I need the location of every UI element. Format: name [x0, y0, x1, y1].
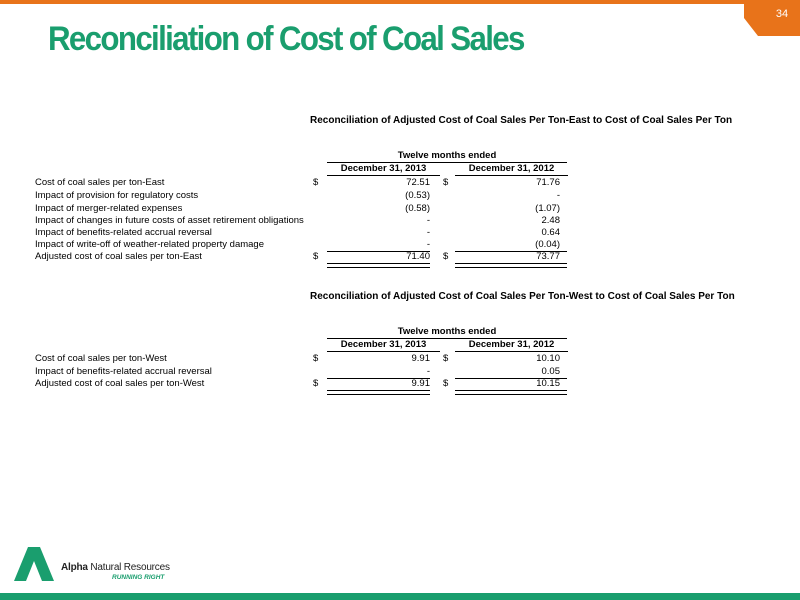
currency-symbol: $: [443, 353, 449, 364]
value-2012: 0.64: [541, 227, 561, 238]
table-row: Impact of benefits-related accrual rever…: [0, 366, 800, 379]
row-label: Impact of changes in future costs of ass…: [35, 215, 304, 226]
value-2012: (1.07): [535, 203, 560, 214]
table-row: Adjusted cost of coal sales per ton-East…: [0, 251, 800, 264]
currency-symbol: $: [443, 378, 449, 389]
value-2013: (0.53): [405, 190, 430, 201]
subtotal-underline: [327, 378, 430, 379]
value-2013: 71.40: [406, 251, 430, 262]
table-row: Cost of coal sales per ton-East $ 72.51 …: [0, 177, 800, 190]
total-double-underline: [455, 263, 567, 268]
row-label: Adjusted cost of coal sales per ton-East: [35, 251, 202, 262]
east-col-2013-header: December 31, 2013: [327, 163, 440, 176]
total-double-underline: [327, 390, 430, 395]
value-2012: 73.77: [536, 251, 560, 262]
currency-symbol: $: [443, 177, 449, 188]
currency-symbol: $: [313, 251, 319, 262]
table-row: Cost of coal sales per ton-West $ 9.91 $…: [0, 353, 800, 366]
total-double-underline: [327, 263, 430, 268]
company-name: Alpha Natural Resources: [61, 562, 170, 573]
west-section-title: Reconciliation of Adjusted Cost of Coal …: [310, 291, 735, 302]
currency-symbol: $: [313, 353, 319, 364]
west-col-2012-header: December 31, 2012: [455, 339, 568, 352]
table-row: Impact of merger-related expenses (0.58)…: [0, 203, 800, 216]
east-section-title: Reconciliation of Adjusted Cost of Coal …: [310, 115, 733, 126]
row-label: Impact of provision for regulatory costs: [35, 190, 199, 201]
page-title: Reconciliation of Cost of Coal Sales: [48, 20, 525, 58]
table-row: Impact of benefits-related accrual rever…: [0, 227, 800, 240]
company-name-bold: Alpha: [61, 562, 88, 573]
value-2013: 9.91: [411, 378, 431, 389]
value-2012: 0.05: [541, 366, 561, 377]
east-period-header: Twelve months ended: [327, 150, 567, 163]
value-2012: 71.76: [536, 177, 560, 188]
subtotal-underline: [455, 378, 567, 379]
west-col-2013-header: December 31, 2013: [327, 339, 440, 352]
subtotal-underline: [455, 251, 567, 252]
value-2013: -: [426, 215, 430, 226]
value-2012: 10.10: [536, 353, 560, 364]
value-2013: -: [426, 366, 430, 377]
row-label: Impact of benefits-related accrual rever…: [35, 227, 212, 238]
west-period-header: Twelve months ended: [327, 326, 567, 339]
company-tagline: RUNNING RIGHT: [112, 574, 165, 581]
currency-symbol: $: [313, 378, 319, 389]
table-row: Impact of write-off of weather-related p…: [0, 239, 800, 252]
value-2012: 10.15: [536, 378, 560, 389]
currency-symbol: $: [313, 177, 319, 188]
bottom-accent-bar: [0, 593, 800, 600]
top-accent-bar: [0, 0, 800, 4]
value-2013: (0.58): [405, 203, 430, 214]
row-label: Impact of write-off of weather-related p…: [35, 239, 264, 250]
table-row: Impact of changes in future costs of ass…: [0, 215, 800, 228]
subtotal-underline: [327, 251, 430, 252]
value-2013: -: [426, 239, 430, 250]
value-2012: -: [556, 190, 560, 201]
page-number: 34: [775, 8, 789, 20]
row-label: Cost of coal sales per ton-East: [35, 177, 165, 188]
row-label: Impact of benefits-related accrual rever…: [35, 366, 212, 377]
table-row: Adjusted cost of coal sales per ton-West…: [0, 378, 800, 391]
row-label: Adjusted cost of coal sales per ton-West: [35, 378, 205, 389]
value-2013: 72.51: [406, 177, 430, 188]
row-label: Impact of merger-related expenses: [35, 203, 183, 214]
value-2012: 2.48: [541, 215, 561, 226]
page-corner-tab: [744, 4, 800, 36]
total-double-underline: [455, 390, 567, 395]
value-2013: 9.91: [411, 353, 431, 364]
value-2012: (0.04): [535, 239, 560, 250]
company-name-rest: Natural Resources: [87, 562, 170, 573]
value-2013: -: [426, 227, 430, 238]
table-row: Impact of provision for regulatory costs…: [0, 190, 800, 203]
row-label: Cost of coal sales per ton-West: [35, 353, 167, 364]
currency-symbol: $: [443, 251, 449, 262]
alpha-logo-icon: [14, 547, 54, 581]
east-col-2012-header: December 31, 2012: [455, 163, 568, 176]
